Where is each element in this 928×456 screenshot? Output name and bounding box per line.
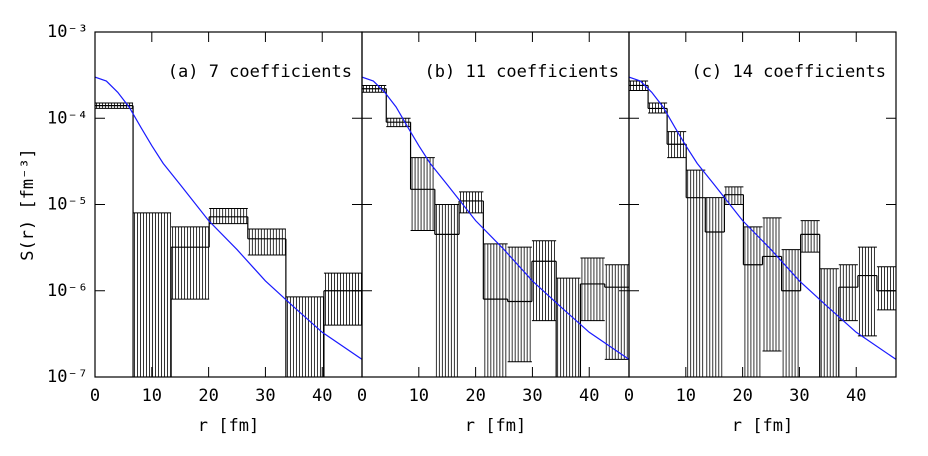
x-axis-label: r [fm]: [732, 416, 793, 436]
y-tick-label: 10⁻⁵: [47, 195, 88, 215]
panel-data: [362, 76, 629, 377]
panel-title: (c) 14 coefficients: [692, 62, 886, 82]
x-tick-label: 30: [789, 386, 809, 406]
x-axis-label: r [fm]: [465, 416, 526, 436]
x-tick-label: 10: [676, 386, 696, 406]
model-curve: [629, 76, 896, 360]
x-tick-label: 20: [198, 386, 218, 406]
x-axis-label: r [fm]: [198, 416, 259, 436]
y-axis-label: S(r) [fm⁻³]: [18, 148, 38, 261]
x-tick-label: 40: [579, 386, 599, 406]
panel-title: (b) 11 coefficients: [425, 62, 619, 82]
x-tick-label: 40: [312, 386, 332, 406]
x-tick-label: 20: [465, 386, 485, 406]
x-tick-label: 0: [90, 386, 100, 406]
panel-data: [95, 76, 362, 377]
x-tick-label: 0: [357, 386, 367, 406]
y-tick-label: 10⁻⁴: [47, 108, 88, 128]
panel-title: (a) 7 coefficients: [168, 62, 352, 82]
y-tick-label: 10⁻⁶: [47, 281, 88, 301]
panel-frame: [94, 31, 363, 378]
model-curve: [95, 76, 362, 360]
x-tick-label: 10: [409, 386, 429, 406]
x-tick-label: 30: [255, 386, 275, 406]
y-tick-label: 10⁻³: [47, 22, 88, 42]
panel-data: [629, 76, 896, 377]
x-tick-label: 10: [142, 386, 162, 406]
panel-frame: [361, 31, 630, 378]
x-tick-label: 30: [522, 386, 542, 406]
x-tick-label: 0: [624, 386, 634, 406]
y-tick-label: 10⁻⁷: [47, 367, 88, 387]
panel-frame: [628, 31, 897, 378]
model-curve: [362, 76, 629, 360]
x-tick-label: 40: [846, 386, 866, 406]
x-tick-label: 20: [732, 386, 752, 406]
